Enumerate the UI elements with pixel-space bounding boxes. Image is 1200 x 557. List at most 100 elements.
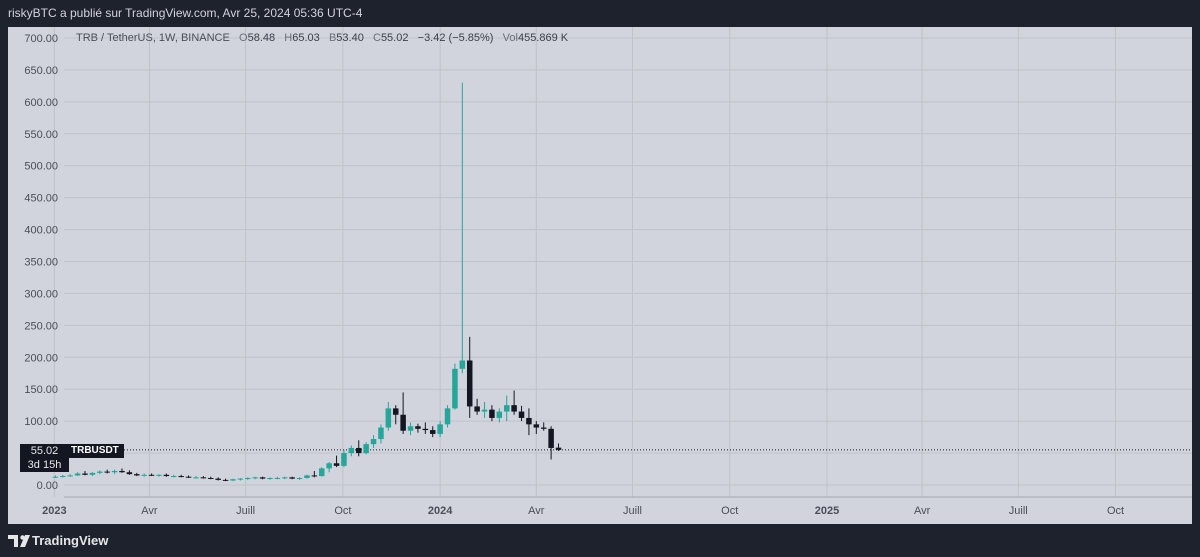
candle bbox=[52, 475, 59, 478]
candle bbox=[378, 424, 384, 444]
candle bbox=[437, 421, 443, 438]
candle bbox=[407, 422, 414, 436]
candle-body bbox=[496, 411, 503, 418]
last-price-badge: 55.02 3d 15h bbox=[20, 444, 69, 472]
candle bbox=[503, 395, 510, 422]
candle-body bbox=[385, 408, 392, 428]
x-tick-label: Avr bbox=[914, 505, 931, 517]
candle-body bbox=[304, 475, 310, 478]
candle-body bbox=[548, 428, 554, 448]
candle-body bbox=[82, 473, 88, 475]
candle-body bbox=[400, 414, 406, 431]
legend-volume-label: Vol bbox=[502, 32, 518, 44]
candle-body bbox=[489, 409, 495, 418]
candle-body bbox=[274, 477, 281, 479]
candle bbox=[533, 421, 540, 434]
candle-body bbox=[60, 476, 66, 478]
candle bbox=[540, 422, 547, 431]
x-tick-label: Oct bbox=[334, 505, 351, 517]
candle-body bbox=[245, 477, 251, 479]
candle-body bbox=[429, 430, 436, 434]
candle bbox=[163, 473, 170, 477]
last-price-value: 55.02 bbox=[30, 445, 59, 457]
legend-high-value: 65.03 bbox=[292, 32, 320, 44]
legend-high-label: H bbox=[284, 32, 293, 44]
candle-body bbox=[171, 476, 177, 478]
bar-countdown: 3d 15h bbox=[27, 459, 62, 471]
candle-body bbox=[148, 474, 155, 476]
candle-body bbox=[319, 468, 325, 477]
candle bbox=[400, 392, 406, 434]
candle bbox=[259, 476, 266, 480]
candle-body bbox=[119, 470, 125, 473]
candle-body bbox=[311, 475, 318, 477]
candle bbox=[422, 422, 429, 434]
candle-body bbox=[208, 477, 214, 479]
x-tick-label: Juill bbox=[236, 505, 255, 517]
candle-body bbox=[422, 428, 429, 431]
candle bbox=[104, 469, 110, 474]
candle-body bbox=[511, 405, 517, 412]
y-tick-label: 150.00 bbox=[24, 384, 58, 396]
candle bbox=[141, 473, 147, 477]
candle bbox=[474, 398, 480, 415]
candle-body bbox=[415, 426, 421, 429]
legend-close-value: 55.02 bbox=[380, 32, 409, 44]
candle bbox=[230, 478, 236, 482]
candle-body bbox=[163, 474, 170, 477]
candle bbox=[89, 472, 96, 477]
y-axis-labels: 700.00 650.00 600.00 550.00 500.00 450.00 400.… bbox=[24, 33, 58, 492]
y-tick-label: 350.00 bbox=[24, 257, 58, 269]
candle bbox=[429, 426, 436, 438]
candle bbox=[148, 473, 155, 477]
candlestick-chart[interactable]: 700.00 650.00 600.00 550.00 500.00 450.00 400.… bbox=[8, 27, 1192, 524]
y-tick-label: 450.00 bbox=[24, 193, 58, 205]
candle bbox=[548, 426, 554, 460]
candle bbox=[67, 474, 73, 477]
chart-area[interactable] bbox=[8, 27, 1192, 524]
candle-body bbox=[363, 444, 369, 454]
y-tick-label: 500.00 bbox=[24, 161, 58, 173]
candle bbox=[333, 455, 340, 468]
legend-open-label: O bbox=[239, 32, 248, 44]
candle-body bbox=[407, 426, 414, 431]
x-tick-label: Avr bbox=[141, 505, 158, 517]
candle bbox=[82, 470, 88, 476]
candle-body bbox=[392, 408, 399, 415]
x-tick-label: 2024 bbox=[428, 505, 453, 517]
candle bbox=[304, 474, 310, 479]
candle bbox=[370, 435, 377, 448]
candle bbox=[200, 476, 207, 479]
tradingview-logo-icon bbox=[8, 535, 30, 547]
candle-body bbox=[444, 408, 451, 425]
candle-body bbox=[333, 463, 340, 466]
symbol-badge: TRBUSDT bbox=[66, 444, 124, 458]
candle-body bbox=[518, 411, 525, 418]
y-tick-label: 100.00 bbox=[24, 416, 58, 428]
candle-body bbox=[52, 476, 59, 478]
legend-open-value: 58.48 bbox=[247, 32, 276, 44]
candle-body bbox=[111, 470, 118, 473]
candle-body bbox=[126, 472, 133, 475]
candle-body bbox=[540, 427, 547, 429]
tradingview-brand: TradingView bbox=[32, 533, 109, 548]
candle bbox=[355, 440, 362, 457]
candle-body bbox=[230, 479, 236, 481]
candle bbox=[237, 477, 244, 481]
candle bbox=[119, 468, 125, 473]
x-tick-label: Juill bbox=[623, 505, 642, 517]
y-tick-label: 650.00 bbox=[24, 65, 58, 77]
footer-bar: TradingView bbox=[0, 524, 1200, 557]
candle bbox=[245, 477, 251, 480]
candle bbox=[466, 336, 473, 418]
legend-close-label: C bbox=[372, 32, 381, 44]
candle bbox=[74, 472, 81, 477]
candle bbox=[267, 477, 273, 480]
candle-body bbox=[503, 405, 510, 412]
candle bbox=[526, 408, 532, 436]
x-tick-label: 2025 bbox=[815, 505, 839, 517]
legend-symbol: TRB / TetherUS, 1W, BINANCE bbox=[76, 32, 230, 44]
candle bbox=[282, 476, 288, 480]
candle-body bbox=[481, 409, 488, 412]
candle-body bbox=[134, 474, 140, 476]
